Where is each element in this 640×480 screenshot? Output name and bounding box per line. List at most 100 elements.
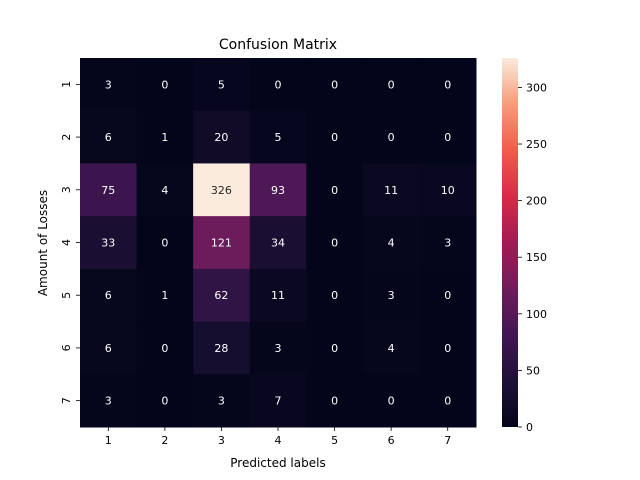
heatmap-cell xyxy=(362,321,420,375)
colorbar-axis: 0 50 100 150 200 250 300 xyxy=(518,81,547,434)
heatmap-cell xyxy=(80,321,138,375)
cell-value-label: 0 xyxy=(161,78,168,91)
colorbar-tick-label: 300 xyxy=(526,81,547,94)
cell-value-label: 75 xyxy=(101,184,115,197)
heatmap-cell xyxy=(136,374,194,428)
chart-title: Confusion Matrix xyxy=(219,37,337,53)
heatmap-cell xyxy=(249,110,307,164)
cell-value-label: 6 xyxy=(105,131,112,144)
cell-value-label: 3 xyxy=(218,395,225,408)
heatmap-cell xyxy=(306,374,364,428)
colorbar xyxy=(502,58,518,427)
cell-value-label: 1 xyxy=(161,131,168,144)
y-tick-label: 4 xyxy=(60,239,73,246)
y-tick-label: 6 xyxy=(60,344,73,351)
cell-value-label: 4 xyxy=(388,237,395,250)
heatmap-cell xyxy=(249,374,307,428)
heatmap-cell xyxy=(249,216,307,270)
cell-value-label: 5 xyxy=(218,78,225,91)
cell-value-label: 0 xyxy=(161,342,168,355)
heatmap-cell xyxy=(193,374,251,428)
x-tick-label: 3 xyxy=(218,434,225,447)
heatmap-cell xyxy=(362,58,420,112)
cell-value-label: 0 xyxy=(331,342,338,355)
heatmap-cell xyxy=(249,163,307,217)
heatmap-cell xyxy=(419,163,477,217)
cell-value-label: 6 xyxy=(105,289,112,302)
cell-value-label: 121 xyxy=(211,237,232,250)
cell-value-label: 6 xyxy=(105,342,112,355)
heatmap-cell xyxy=(419,374,477,428)
heatmap-cell xyxy=(419,58,477,112)
cell-value-label: 0 xyxy=(444,131,451,144)
cell-value-label: 11 xyxy=(271,289,285,302)
cell-value-label: 0 xyxy=(388,78,395,91)
heatmap-cell xyxy=(419,216,477,270)
heatmap-cell xyxy=(362,268,420,323)
cell-value-label: 1 xyxy=(161,289,168,302)
x-tick-label: 7 xyxy=(444,434,451,447)
cell-value-label: 0 xyxy=(388,395,395,408)
cell-value-label: 28 xyxy=(214,342,228,355)
cell-value-label: 33 xyxy=(101,237,115,250)
heatmap-cell xyxy=(193,110,251,164)
heatmap-cell xyxy=(362,216,420,270)
y-axis: 1 2 3 4 5 6 7 xyxy=(60,81,80,404)
cell-value-label: 0 xyxy=(331,78,338,91)
heatmap-cell xyxy=(193,58,251,112)
cell-value-label: 3 xyxy=(275,342,282,355)
colorbar-tick-label: 100 xyxy=(526,308,547,321)
heatmap-cell xyxy=(419,268,477,323)
colorbar-tick-label: 50 xyxy=(526,364,540,377)
cell-value-label: 0 xyxy=(444,395,451,408)
heatmap-cell xyxy=(249,268,307,323)
cell-value-label: 0 xyxy=(275,78,282,91)
heatmap-cell xyxy=(136,110,194,164)
cell-value-label: 0 xyxy=(331,289,338,302)
heatmap-cell xyxy=(249,58,307,112)
x-tick-label: 5 xyxy=(331,434,338,447)
heatmap-cell xyxy=(80,268,138,323)
heatmap-cell xyxy=(362,163,420,217)
cell-value-label: 0 xyxy=(444,342,451,355)
heatmap-cell xyxy=(193,163,251,217)
heatmap-cell xyxy=(80,216,138,270)
heatmap-cells xyxy=(80,58,477,428)
cell-value-label: 0 xyxy=(444,289,451,302)
heatmap-cell xyxy=(306,58,364,112)
cell-value-label: 0 xyxy=(161,237,168,250)
cell-value-label: 62 xyxy=(214,289,228,302)
cell-value-label: 10 xyxy=(441,184,455,197)
y-tick-label: 2 xyxy=(60,134,73,141)
heatmap-cell xyxy=(306,163,364,217)
heatmap-cell xyxy=(193,268,251,323)
y-tick-label: 5 xyxy=(60,292,73,299)
cell-value-label: 3 xyxy=(388,289,395,302)
cell-value-label: 0 xyxy=(331,395,338,408)
cell-value-label: 4 xyxy=(388,342,395,355)
cell-value-label: 7 xyxy=(275,395,282,408)
heatmap-cell xyxy=(136,268,194,323)
cell-value-label: 3 xyxy=(105,78,112,91)
y-tick-label: 1 xyxy=(60,81,73,88)
cell-value-label: 0 xyxy=(388,131,395,144)
x-tick-label: 2 xyxy=(161,434,168,447)
heatmap-cell xyxy=(80,58,138,112)
heatmap-cell xyxy=(136,58,194,112)
x-tick-label: 1 xyxy=(105,434,112,447)
heatmap-cell xyxy=(362,374,420,428)
cell-value-label: 4 xyxy=(161,184,168,197)
cell-value-label: 0 xyxy=(331,131,338,144)
heatmap-cell xyxy=(306,268,364,323)
heatmap-cell xyxy=(362,110,420,164)
colorbar-tick-label: 0 xyxy=(526,421,533,434)
cell-value-label: 34 xyxy=(271,237,285,250)
cell-value-label: 20 xyxy=(214,131,228,144)
y-tick-label: 3 xyxy=(60,186,73,193)
heatmap-cell xyxy=(306,216,364,270)
colorbar-tick-label: 250 xyxy=(526,138,547,151)
cell-value-label: 93 xyxy=(271,184,285,197)
heatmap-cell xyxy=(306,110,364,164)
